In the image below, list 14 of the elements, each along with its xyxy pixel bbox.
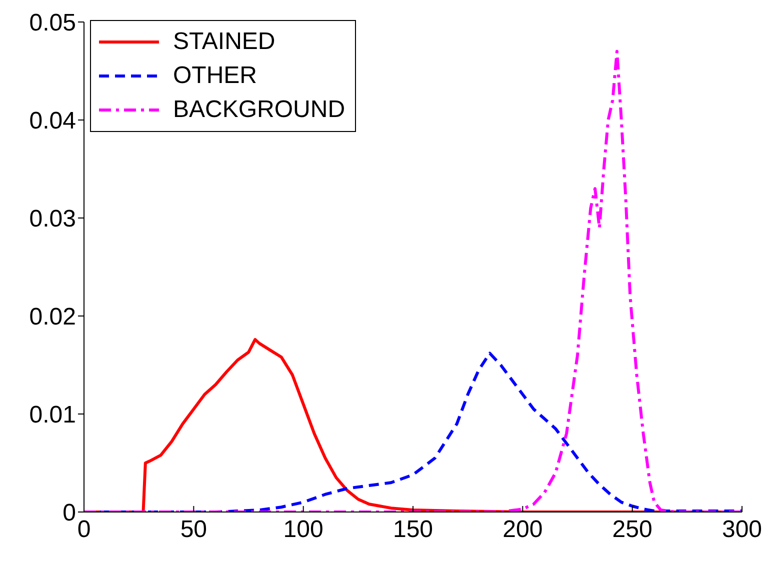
y-tick-label: 0.01 bbox=[29, 402, 76, 429]
x-tick-label: 250 bbox=[612, 516, 652, 544]
y-tick-label: 0.03 bbox=[29, 206, 76, 233]
x-tick-label: 200 bbox=[502, 516, 543, 544]
legend-label: BACKGROUND bbox=[173, 96, 346, 124]
legend-label: STAINED bbox=[173, 28, 276, 56]
y-tick-label: 0.04 bbox=[29, 108, 76, 135]
x-tick-label: 50 bbox=[180, 516, 208, 544]
y-tick-label: 0.02 bbox=[29, 304, 76, 331]
y-tick-label: 0.05 bbox=[29, 10, 76, 37]
legend-label: OTHER bbox=[173, 62, 257, 90]
x-tick-label: 150 bbox=[392, 516, 434, 544]
x-tick-label: 300 bbox=[722, 516, 762, 544]
x-tick-label: 100 bbox=[283, 516, 324, 544]
